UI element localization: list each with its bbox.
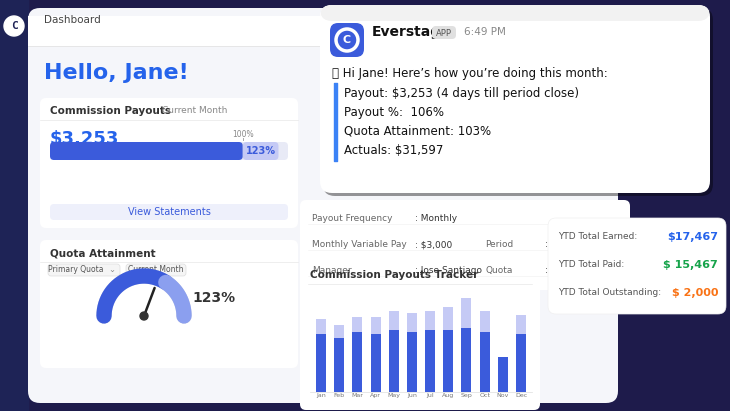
Text: $ 2,000: $ 2,000	[672, 288, 718, 298]
Bar	[353, 332, 362, 392]
Bar	[316, 334, 326, 392]
FancyBboxPatch shape	[50, 204, 288, 220]
Text: YTD Total Outstanding:: YTD Total Outstanding:	[558, 288, 661, 297]
FancyBboxPatch shape	[432, 26, 456, 39]
FancyBboxPatch shape	[320, 5, 710, 193]
Text: Everstage: Everstage	[372, 25, 450, 39]
Bar	[316, 319, 326, 334]
Text: Hello, Jane!: Hello, Jane!	[44, 63, 189, 83]
Bar	[407, 313, 417, 332]
Text: : Jose Santiago: : Jose Santiago	[415, 266, 482, 275]
FancyBboxPatch shape	[243, 142, 278, 160]
Bar	[443, 330, 453, 392]
Text: View Statements: View Statements	[128, 207, 210, 217]
Bar	[516, 315, 526, 334]
Text: Actuals: $31,597: Actuals: $31,597	[344, 144, 443, 157]
FancyBboxPatch shape	[548, 218, 726, 314]
Text: 100%: 100%	[232, 130, 253, 139]
Circle shape	[4, 16, 24, 36]
FancyBboxPatch shape	[320, 5, 710, 21]
Text: Monthly Variable Pay: Monthly Variable Pay	[312, 240, 407, 249]
Text: : $30,000: : $30,000	[545, 266, 588, 275]
Bar	[425, 330, 435, 392]
Text: Payout: $3,253 (4 days till period close): Payout: $3,253 (4 days till period close…	[344, 87, 579, 100]
Text: Dashboard: Dashboard	[44, 15, 101, 25]
Text: Current Month: Current Month	[128, 266, 184, 275]
Text: Commission Payouts Tracker: Commission Payouts Tracker	[310, 270, 478, 280]
Bar	[353, 317, 362, 332]
FancyBboxPatch shape	[323, 8, 713, 196]
FancyBboxPatch shape	[300, 200, 630, 290]
Text: Current Month: Current Month	[162, 106, 228, 115]
FancyBboxPatch shape	[48, 264, 120, 276]
Bar	[371, 317, 380, 334]
Text: $ 15,467: $ 15,467	[664, 260, 718, 270]
FancyBboxPatch shape	[300, 262, 540, 410]
Text: : Monthly: : Monthly	[415, 214, 457, 223]
Text: Period: Period	[485, 240, 513, 249]
Text: C: C	[11, 21, 18, 31]
Text: APP: APP	[436, 28, 452, 37]
Bar	[516, 334, 526, 392]
FancyBboxPatch shape	[330, 23, 364, 57]
Bar	[388, 330, 399, 392]
FancyBboxPatch shape	[28, 16, 618, 46]
Bar	[407, 332, 417, 392]
Text: Payout Frequency: Payout Frequency	[312, 214, 393, 223]
FancyBboxPatch shape	[40, 240, 298, 368]
FancyBboxPatch shape	[50, 142, 243, 160]
FancyBboxPatch shape	[40, 98, 298, 228]
Text: $3,253: $3,253	[50, 130, 120, 148]
Bar	[480, 311, 490, 332]
Bar	[498, 357, 508, 392]
Text: : $3,000: : $3,000	[415, 240, 453, 249]
Text: Quota: Quota	[485, 266, 512, 275]
Bar	[334, 338, 344, 392]
Text: 123%: 123%	[192, 291, 235, 305]
Bar	[371, 334, 380, 392]
Text: Commission Payouts: Commission Payouts	[50, 106, 171, 116]
Text: Payout %:  106%: Payout %: 106%	[344, 106, 444, 119]
Bar	[425, 311, 435, 330]
Text: 123%: 123%	[245, 146, 276, 156]
Text: Quota Attainment: 103%: Quota Attainment: 103%	[344, 125, 491, 138]
Text: : Monthly: : Monthly	[545, 240, 587, 249]
Bar	[388, 311, 399, 330]
Text: C: C	[343, 35, 351, 45]
Bar	[480, 332, 490, 392]
Text: Manager: Manager	[312, 266, 352, 275]
Circle shape	[140, 312, 148, 320]
Text: 6:49 PM: 6:49 PM	[464, 27, 506, 37]
FancyBboxPatch shape	[126, 264, 186, 276]
Bar	[461, 328, 472, 392]
Bar	[334, 325, 344, 338]
Text: YTD Total Paid:: YTD Total Paid:	[558, 260, 624, 269]
Bar	[461, 298, 472, 328]
Bar	[443, 307, 453, 330]
Text: YTD Total Earned:: YTD Total Earned:	[558, 232, 637, 241]
Text: ⌄: ⌄	[109, 266, 115, 275]
FancyBboxPatch shape	[50, 142, 288, 160]
Text: $17,467: $17,467	[667, 232, 718, 242]
Text: Primary Quota: Primary Quota	[48, 266, 104, 275]
FancyBboxPatch shape	[28, 8, 618, 403]
Text: 👋 Hi Jane! Here’s how you’re doing this month:: 👋 Hi Jane! Here’s how you’re doing this …	[332, 67, 608, 80]
Text: Quota Attainment: Quota Attainment	[50, 248, 155, 258]
